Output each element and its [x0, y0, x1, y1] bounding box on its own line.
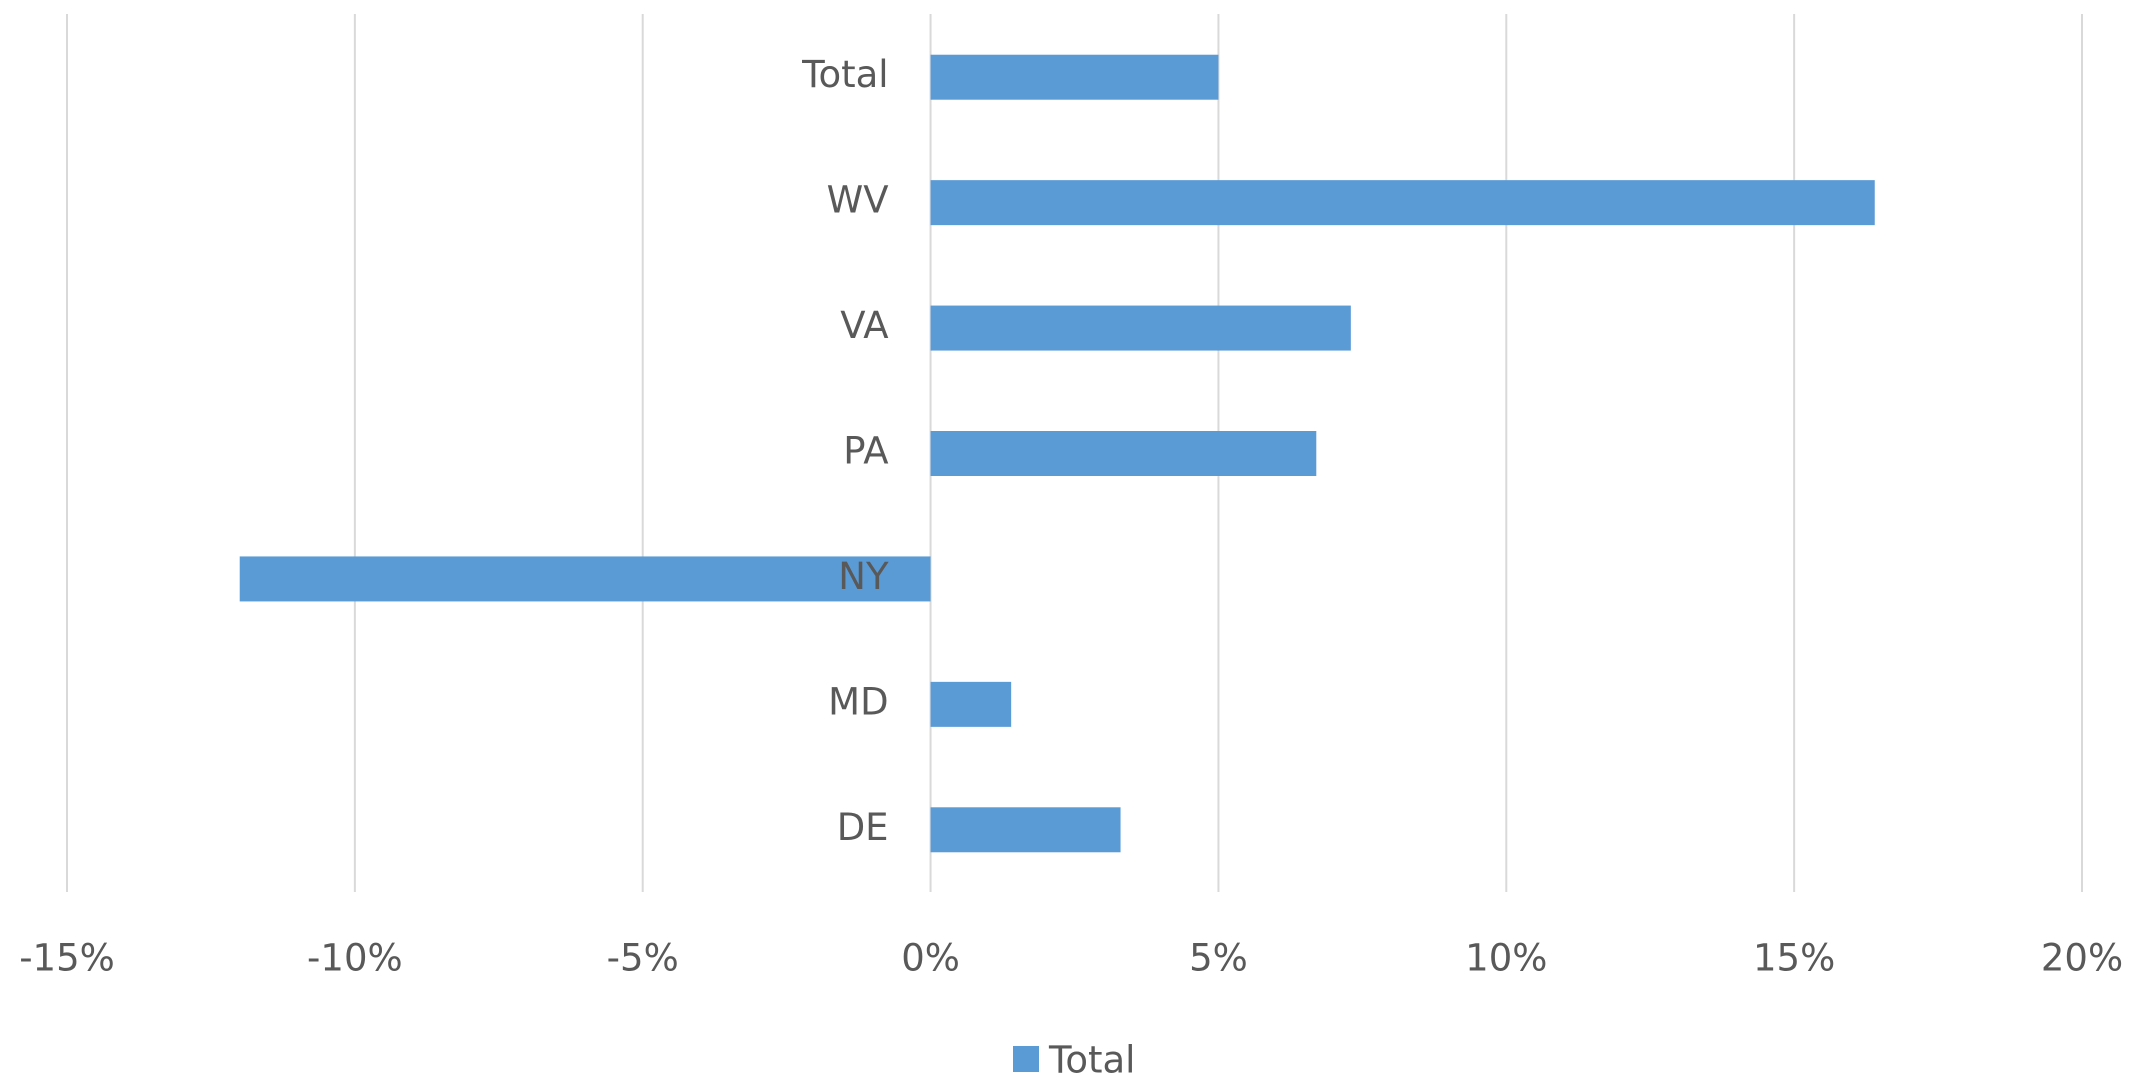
- bar: [930, 681, 1012, 727]
- bar: [930, 305, 1351, 351]
- y-tick-label: Total: [801, 53, 888, 96]
- y-tick-label: PA: [843, 430, 888, 473]
- x-tick-label: 5%: [1189, 937, 1248, 980]
- y-tick-label: NY: [838, 555, 889, 598]
- bar: [930, 431, 1317, 476]
- x-tick-label: 0%: [901, 937, 960, 980]
- x-tick-label: 10%: [1465, 937, 1547, 980]
- legend-swatch: [1013, 1046, 1039, 1072]
- x-tick-label: 20%: [2041, 937, 2123, 980]
- y-tick-label: WV: [827, 179, 889, 222]
- bar: [930, 180, 1875, 226]
- bar: [239, 556, 931, 602]
- bar: [930, 807, 1121, 853]
- x-tick-label: 15%: [1753, 937, 1835, 980]
- x-tick-label: -15%: [19, 937, 115, 980]
- y-tick-label: MD: [828, 680, 888, 723]
- x-tick-label: -10%: [307, 937, 403, 980]
- x-tick-label: -5%: [607, 937, 679, 980]
- y-tick-label: DE: [837, 806, 889, 849]
- legend-label: Total: [1048, 1039, 1135, 1082]
- bar: [930, 54, 1219, 100]
- y-tick-label: VA: [840, 304, 888, 347]
